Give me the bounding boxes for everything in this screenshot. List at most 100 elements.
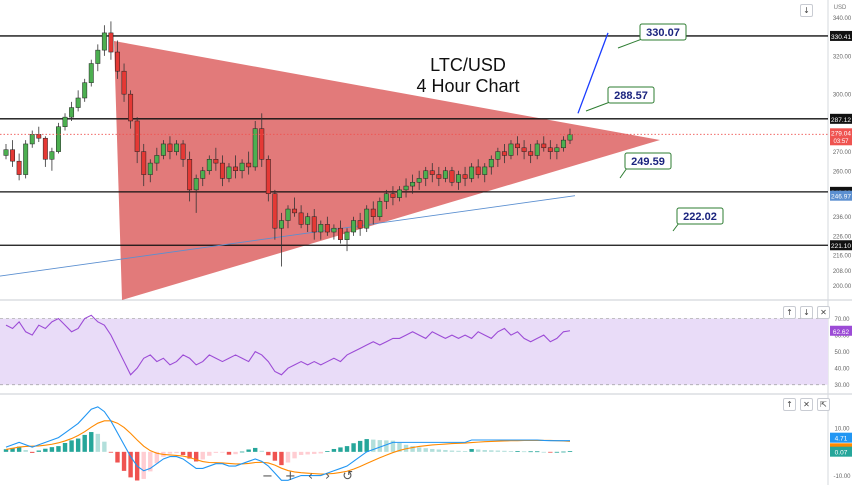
candle-body <box>29 134 35 145</box>
callout-label: 222.02 <box>683 211 717 223</box>
candle-body <box>364 208 370 229</box>
macd-close-button[interactable]: ✕ <box>800 398 813 411</box>
rsi-tick-label: 70.00 <box>834 317 850 323</box>
rsi-tick-label: 40.00 <box>834 367 850 373</box>
candle-body <box>554 147 560 152</box>
candle-body <box>16 160 22 175</box>
candle-body <box>147 162 153 175</box>
candle-body <box>442 170 448 179</box>
macd-histogram-bar <box>292 451 297 459</box>
candle-body <box>180 143 186 160</box>
macd-histogram-bar <box>3 449 9 452</box>
price-tick-label: 340.00 <box>833 16 852 22</box>
candle-body <box>305 216 311 225</box>
macd-histogram-bar <box>371 439 376 452</box>
price-tick-label: 300.00 <box>833 93 852 99</box>
candle-body <box>200 170 206 179</box>
macd-histogram-bar <box>554 451 560 453</box>
price-tick-label: 216.00 <box>833 254 852 260</box>
candle-body <box>462 174 468 179</box>
macd-histogram-bar <box>469 448 474 452</box>
macd-value-label: 4.71 <box>835 436 848 443</box>
macd-histogram-bar <box>259 450 264 452</box>
scroll-left-button[interactable]: ‹ <box>307 469 314 484</box>
macd-histogram-bar <box>246 449 251 452</box>
rsi-value-label: 62.62 <box>833 329 850 336</box>
macd-histogram-bar <box>102 441 107 452</box>
bar-countdown-label: 03:57 <box>833 139 849 145</box>
macd-line <box>5 406 571 481</box>
macd-move-up-button[interactable]: ↑ <box>783 398 796 411</box>
macd-histogram-bar <box>443 450 448 452</box>
candle-body <box>252 128 258 168</box>
macd-histogram-bar <box>561 451 566 453</box>
current-price-label: 279.04 <box>831 130 851 137</box>
level-axis-label: 330.41 <box>831 34 851 41</box>
callout-pointer <box>617 38 643 49</box>
macd-histogram-bar <box>141 451 146 479</box>
macd-histogram-bar <box>351 443 356 452</box>
price-tick-label: 200.00 <box>833 284 852 290</box>
chart-navigation-bar: − + ‹ › ↺ <box>262 469 354 484</box>
macd-maximize-button[interactable]: ⇱ <box>817 398 830 411</box>
candle-body <box>193 178 199 191</box>
callout-pointer <box>585 101 611 112</box>
macd-histogram-bar <box>154 451 160 464</box>
rsi-close-button[interactable]: ✕ <box>817 306 830 319</box>
macd-histogram-bar <box>548 451 553 453</box>
scroll-down-button[interactable]: ↓ <box>800 4 813 17</box>
macd-histogram-bar <box>75 438 81 452</box>
ma-axis-label: 246.97 <box>831 194 851 201</box>
macd-histogram-bar <box>535 451 540 453</box>
macd-histogram-bar <box>187 451 192 459</box>
candle-body <box>403 185 409 191</box>
macd-histogram-bar <box>36 450 41 452</box>
macd-histogram-bar <box>89 432 94 452</box>
macd-histogram-bar <box>174 451 179 454</box>
macd-value-label: 0.07 <box>835 450 848 457</box>
chart-subtitle: 4 Hour Chart <box>416 76 519 96</box>
candle-body <box>567 134 573 141</box>
rsi-move-down-button[interactable]: ↓ <box>800 306 813 319</box>
candle-body <box>233 166 238 172</box>
candle-body <box>449 170 455 183</box>
candle-body <box>285 208 291 221</box>
candle-body <box>436 174 442 179</box>
macd-histogram-bar <box>449 450 455 452</box>
settings-button[interactable] <box>817 4 828 15</box>
candle-body <box>174 143 179 152</box>
macd-histogram-bar <box>43 448 48 452</box>
moving-average-line <box>0 195 576 277</box>
price-pane-controls: ↓ <box>800 4 828 17</box>
zoom-out-button[interactable]: − <box>262 469 273 484</box>
macd-histogram-bar <box>384 440 389 452</box>
candle-body <box>272 193 278 229</box>
candle-body <box>128 93 134 122</box>
candle-body <box>416 178 422 183</box>
level-axis-label: 287.12 <box>831 117 851 124</box>
candle-body <box>501 151 507 156</box>
macd-histogram-bar <box>325 451 330 452</box>
candle-body <box>213 159 219 164</box>
rsi-band <box>0 318 828 385</box>
reset-chart-icon[interactable]: ↺ <box>342 469 354 484</box>
rsi-move-up-button[interactable]: ↑ <box>783 306 796 319</box>
macd-histogram-bar <box>285 451 291 463</box>
macd-histogram-bar <box>253 447 258 452</box>
candle-body <box>108 32 114 53</box>
macd-histogram-bar <box>200 451 205 460</box>
zoom-in-button[interactable]: + <box>284 469 296 484</box>
candle-body <box>488 159 494 168</box>
scroll-right-button[interactable]: › <box>325 469 331 484</box>
macd-histogram-bar <box>128 451 133 478</box>
candle-body <box>134 120 140 152</box>
candle-body <box>351 220 357 233</box>
macd-tick-label: -10.00 <box>833 474 851 480</box>
candle-body <box>344 231 350 240</box>
macd-pane-controls: ↑ ✕ ⇱ <box>783 398 830 411</box>
macd-histogram-bar <box>69 440 74 452</box>
candle-body <box>495 151 501 160</box>
macd-tick-label: 10.00 <box>834 427 850 433</box>
callout-box <box>639 23 687 41</box>
